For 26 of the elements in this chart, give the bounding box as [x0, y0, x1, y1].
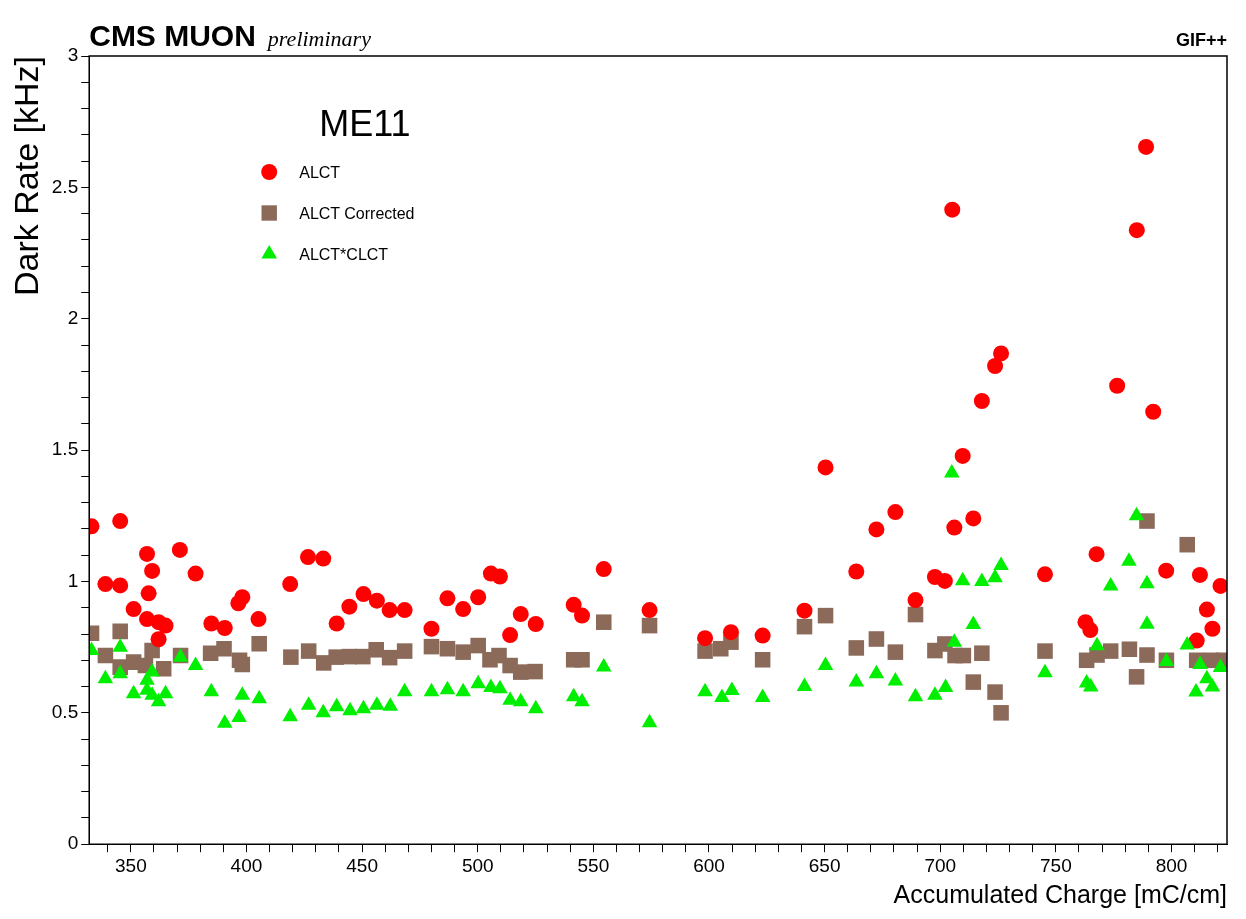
x-tick-label: 450	[346, 854, 378, 876]
y-tick-label: 2	[67, 306, 79, 328]
y-tick-label: 0	[67, 832, 79, 854]
legend-label: ALCT Corrected	[299, 205, 415, 222]
x-tick-label: 400	[230, 854, 263, 876]
x-tick-label: 550	[577, 854, 610, 876]
x-tick-label: 650	[808, 854, 841, 876]
chart-subtitle: preliminary	[265, 26, 372, 51]
y-tick-label: 0.5	[51, 701, 79, 723]
y-axis-title: Dark Rate [kHz]	[6, 56, 45, 296]
y-tick-label: 1	[67, 569, 79, 591]
y-tick-label: 1.5	[51, 438, 79, 460]
text: GIF++	[1175, 30, 1227, 50]
x-tick-label: 750	[1040, 854, 1072, 876]
x-tick-label: 500	[461, 854, 494, 876]
legend-title: ME11	[319, 103, 411, 144]
y-tick-label: 3	[67, 44, 79, 66]
x-axis-title: Accumulated Charge [mC/cm]	[893, 879, 1227, 908]
y-tick-label: 2.5	[51, 175, 79, 197]
chart-title: CMS MUON	[89, 19, 256, 52]
x-tick-label: 350	[114, 854, 147, 876]
x-tick-label: 700	[924, 854, 957, 876]
legend-label: ALCT*CLCT	[299, 246, 389, 263]
x-tick-label: 800	[1155, 854, 1188, 876]
x-tick-label: 600	[693, 854, 725, 876]
legend-label: ALCT	[299, 164, 341, 181]
